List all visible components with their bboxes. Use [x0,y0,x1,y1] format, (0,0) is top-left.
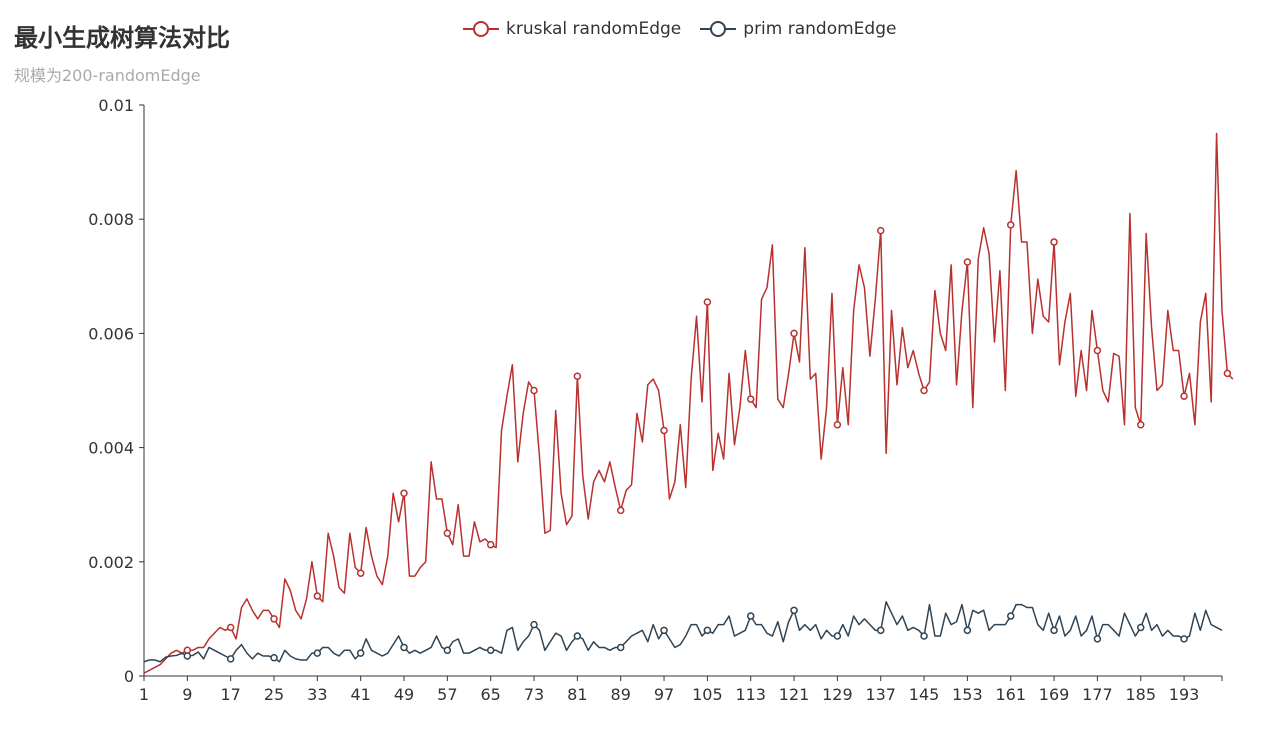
x-tick-label: 193 [1169,685,1200,704]
y-tick-label: 0.008 [88,210,134,229]
data-point-prim [1006,612,1015,620]
data-point-kruskal [703,298,712,306]
x-tick-label: 89 [611,685,631,704]
data-point-prim [1093,635,1102,643]
x-tick-label: 145 [909,685,940,704]
data-point-kruskal [486,540,495,549]
data-point-kruskal [746,395,755,403]
x-tick-label: 113 [735,685,766,704]
x-tick-label: 185 [1125,685,1156,704]
legend-item-prim[interactable]: prim randomEdge [699,19,896,39]
legend-label-prim: prim randomEdge [743,19,897,39]
data-point-prim [443,646,452,655]
data-point-kruskal [1136,421,1145,429]
x-tick-label: 49 [394,685,414,704]
data-point-kruskal [963,258,972,266]
data-point-prim [183,652,192,660]
data-point-prim [746,612,755,620]
data-point-kruskal [1050,238,1058,246]
x-tick-label: 97 [654,685,674,704]
x-tick-label: 177 [1082,685,1113,704]
data-point-prim [573,632,582,640]
data-point-prim [356,649,365,657]
data-point-prim [790,606,798,615]
chart-title: 最小生成树算法对比 [14,24,230,52]
x-tick-label: 73 [524,685,544,704]
x-tick-label: 57 [437,685,457,704]
data-point-prim [313,649,322,657]
data-point-kruskal [356,569,365,577]
y-tick-label: 0.006 [88,324,134,343]
data-point-kruskal [833,421,842,429]
series-line-prim [143,601,1223,663]
data-point-prim [1180,635,1188,643]
y-tick-label: 0.004 [88,439,134,458]
data-point-kruskal [313,592,322,600]
x-tick-label: 105 [692,685,723,704]
x-tick-label: 137 [865,685,896,704]
data-point-prim [833,632,842,640]
y-tick-label: 0.002 [88,553,134,572]
x-tick-label: 65 [481,685,501,704]
chart-subtitle: 规模为200-randomEdge [14,66,201,85]
data-point-kruskal [616,506,625,515]
x-tick-label: 41 [351,685,371,704]
data-point-prim [963,626,972,635]
y-tick-label: 0 [124,667,134,686]
data-point-kruskal [1223,369,1232,378]
x-tick-label: 169 [1039,685,1070,704]
data-point-prim [616,643,625,652]
data-point-kruskal [920,386,928,395]
x-tick-label: 161 [995,685,1026,704]
data-point-prim [1136,623,1145,632]
x-tick-label: 25 [264,685,284,704]
data-point-prim [920,632,928,640]
data-point-prim [1050,626,1058,635]
x-tick-label: 1 [139,685,149,704]
data-point-prim [270,653,278,662]
data-point-kruskal [876,226,885,235]
data-point-prim [876,626,885,635]
legend-label-kruskal: kruskal randomEdge [506,19,682,39]
x-tick-label: 129 [822,685,853,704]
data-point-prim [703,626,712,635]
data-point-prim [660,626,668,635]
x-tick-label: 153 [952,685,983,704]
legend-prim-line-icon [700,21,737,37]
data-point-kruskal [1093,346,1102,355]
data-point-kruskal [660,426,668,435]
data-point-kruskal [530,386,538,395]
data-point-kruskal [270,615,278,623]
data-point-kruskal [573,372,582,380]
data-point-kruskal [226,623,235,632]
x-tick-label: 121 [779,685,810,704]
x-tick-label: 33 [307,685,327,704]
data-point-kruskal [1180,392,1188,400]
legend-kruskal-line-icon [463,21,499,37]
data-point-kruskal [443,529,452,537]
legend: kruskal randomEdge prim randomEdge [462,19,896,39]
legend-item-kruskal[interactable]: kruskal randomEdge [462,19,681,39]
x-tick-label: 81 [567,685,587,704]
data-point-prim [530,620,538,629]
data-point-kruskal [1006,221,1015,229]
series-line-kruskal [143,132,1234,674]
x-tick-label: 9 [182,685,192,704]
data-point-kruskal [790,329,798,338]
data-point-prim [486,646,495,655]
data-point-prim [400,643,408,652]
data-point-kruskal [400,489,408,498]
x-tick-label: 17 [220,685,240,704]
data-point-prim [226,655,235,663]
y-tick-label: 0.01 [98,96,134,115]
